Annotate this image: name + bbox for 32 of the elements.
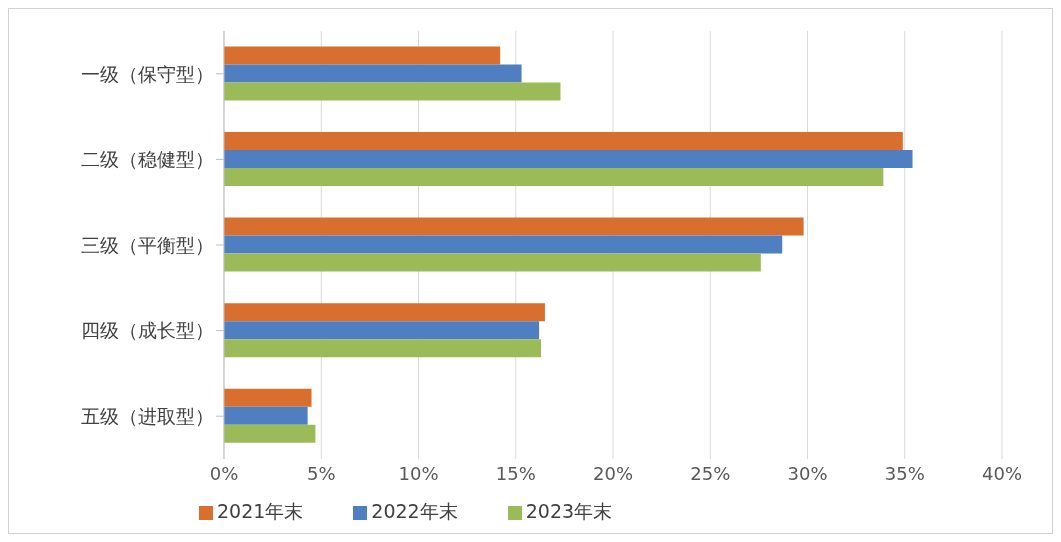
x-tick-label: 0% [209, 462, 239, 484]
x-tick-label: 15% [495, 462, 536, 484]
bar [224, 406, 308, 425]
x-tick-label: 5% [306, 462, 336, 484]
bar [224, 217, 804, 236]
legend-label: 2023年末 [525, 500, 613, 522]
bar [224, 46, 501, 65]
x-tick-label: 40% [981, 462, 1023, 484]
legend-label: 2021年末 [217, 500, 304, 522]
x-tick-label: 10% [398, 462, 439, 484]
bar [224, 132, 903, 151]
bar [224, 253, 761, 272]
bar [224, 235, 783, 254]
x-tick-label: 35% [884, 462, 925, 484]
y-tick-label: 四级（成长型） [81, 319, 214, 342]
bar [224, 339, 542, 358]
x-tick-label: 25% [690, 462, 731, 484]
bar [224, 150, 913, 169]
bar [224, 168, 884, 187]
bar [224, 388, 312, 407]
bar [224, 321, 540, 340]
y-tick-label: 三级（平衡型） [81, 233, 214, 256]
y-tick-label: 一级（保守型） [81, 62, 214, 85]
bar [224, 303, 545, 322]
bar [224, 64, 522, 83]
x-tick-label: 20% [592, 462, 634, 484]
x-tick-label: 30% [787, 462, 828, 484]
y-tick-label: 二级（稳健型） [81, 148, 214, 171]
y-tick-label: 五级（进取型） [81, 404, 214, 427]
legend-label: 2022年末 [371, 500, 458, 522]
bar [224, 82, 561, 101]
bar [224, 424, 316, 443]
